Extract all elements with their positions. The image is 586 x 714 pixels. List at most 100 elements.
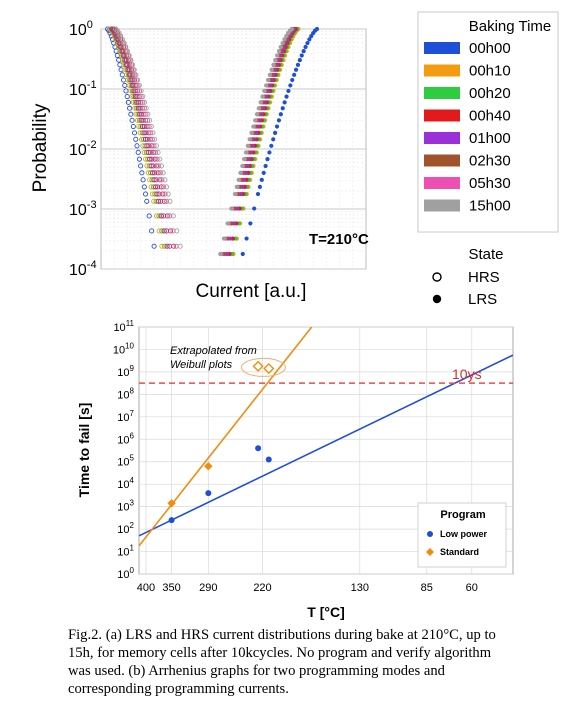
hrs-point [160, 170, 166, 176]
hrs-point [155, 149, 161, 155]
hrs-point [124, 94, 130, 100]
lrs-point [269, 67, 274, 72]
lrs-point [234, 184, 239, 189]
hrs-point [161, 213, 167, 219]
ten-years-label: 10ys [452, 366, 482, 382]
extrapolated-annotation-line1: Extrapolated from [170, 345, 257, 357]
hrs-point [142, 191, 149, 197]
hrs-point [153, 143, 159, 149]
panel-b-y-tick-label: 109 [117, 364, 134, 379]
hrs-point [135, 88, 141, 94]
hrs-point [156, 163, 162, 169]
panel-a-y-tick-label: 10-3 [69, 199, 97, 219]
lrs-point [282, 100, 287, 105]
panel-b-y-tick-label: 108 [117, 386, 134, 401]
panel-b-marks [167, 357, 286, 524]
lrs-point [293, 67, 299, 72]
legend-label-00h20: 00h20 [469, 85, 511, 102]
hrs-point [152, 184, 159, 190]
panel-a-y-tick-exponent: -3 [87, 199, 97, 211]
caption-line: 15h, for memory cells after 10kcycles. N… [68, 645, 492, 661]
hrs-point [146, 117, 153, 123]
hrs-point [153, 177, 159, 183]
hrs-point [159, 243, 165, 249]
hrs-point [143, 111, 149, 117]
lrs-point [274, 124, 280, 129]
state-legend-title: State [468, 246, 503, 263]
lrs-point [290, 77, 295, 83]
panel-b-y-tick-exponent: 4 [130, 476, 135, 485]
panel-b-y-tick-exponent: 5 [130, 454, 135, 463]
hrs-point [146, 143, 152, 149]
panel-b-y-tick-label: 106 [117, 431, 134, 446]
hrs-point [130, 62, 136, 68]
panel-b-y-tick-exponent: 11 [126, 319, 135, 328]
lrs-point [269, 143, 274, 148]
hrs-point [144, 143, 150, 149]
lrs-point [267, 150, 272, 155]
hrs-point [164, 213, 170, 219]
extrapolated-annotation: Extrapolated from Weibull plots [170, 345, 257, 371]
hrs-point [114, 52, 120, 59]
hrs-point [144, 136, 150, 142]
hrs-point [167, 228, 174, 234]
hrs-point [150, 130, 156, 136]
lrs-point [243, 150, 249, 155]
lrs-point [259, 177, 264, 182]
lrs-point [273, 57, 278, 63]
legend-label-00h10: 00h10 [469, 63, 511, 80]
lrs-point [229, 206, 234, 211]
hrs-point [140, 99, 146, 105]
lrs-point [242, 157, 247, 162]
hrs-point [153, 213, 160, 219]
low-power-point [255, 445, 262, 452]
lrs-point [240, 251, 245, 257]
low-power-legend-marker [427, 531, 433, 537]
lrs-point [278, 112, 283, 117]
hrs-point [132, 99, 138, 105]
panel-b-y-tick-exponent: 1 [130, 544, 135, 553]
lrs-point [273, 130, 278, 135]
hrs-point [141, 184, 147, 190]
lrs-point [297, 57, 302, 63]
hrs-point [142, 136, 148, 142]
hrs-point [152, 170, 158, 176]
extrapolated-annotation-line2: Weibull plots [170, 359, 233, 371]
hrs-point [157, 177, 163, 183]
fit-line-low-power [139, 354, 513, 537]
lrs-point [254, 112, 260, 117]
legend-label-00h00: 00h00 [469, 40, 511, 57]
hrs-point [160, 191, 166, 197]
caption-line: was used. (b) Arrhenius graphs for two p… [68, 663, 445, 679]
hrs-point [124, 48, 131, 54]
lrs-point [275, 53, 280, 58]
hrs-point [151, 143, 157, 149]
hrs-point [129, 82, 135, 88]
legend-label-02h30: 02h30 [469, 153, 511, 170]
hrs-point [133, 72, 139, 78]
hrs-point [130, 124, 136, 130]
panel-a-y-tick-label: 10-1 [69, 79, 97, 99]
hrs-point [170, 228, 176, 234]
panel-b-y-tick-exponent: 6 [130, 431, 135, 440]
lrs-point [262, 88, 267, 94]
lrs-point [251, 124, 256, 129]
hrs-point [139, 170, 145, 176]
series-00h00-marks [105, 26, 320, 257]
lrs-point [267, 72, 272, 77]
hrs-point [131, 67, 137, 73]
hrs-point [130, 99, 136, 105]
hrs-point [151, 198, 157, 204]
hrs-point [136, 124, 142, 130]
hrs-point [150, 163, 156, 169]
hrs-point [138, 124, 144, 130]
hrs-point [155, 198, 161, 204]
hrs-point [138, 88, 144, 94]
hrs-label: HRS [468, 269, 500, 286]
hrs-point [138, 94, 144, 100]
hrs-point [140, 177, 146, 183]
hrs-point [164, 243, 170, 249]
hrs-point [155, 170, 161, 176]
legend-label-05h30: 05h30 [469, 175, 511, 192]
